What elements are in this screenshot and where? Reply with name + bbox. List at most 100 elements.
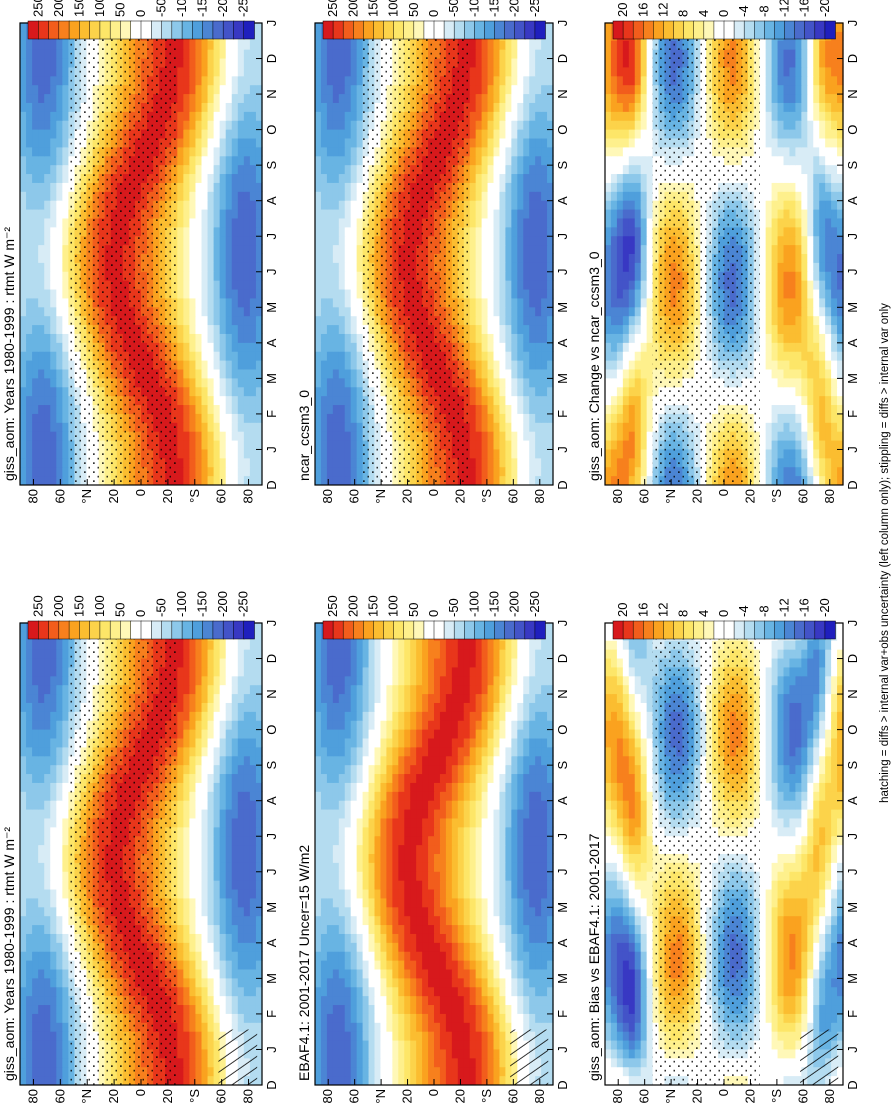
heat-cell <box>356 986 364 997</box>
heat-cell <box>38 693 45 703</box>
heat-cell <box>237 862 245 872</box>
heat-cell <box>541 844 548 854</box>
heat-cell <box>392 853 399 863</box>
heat-cell <box>428 764 435 775</box>
heat-cell <box>451 791 459 801</box>
heat-cell <box>386 862 393 872</box>
heat-cell <box>38 640 45 650</box>
heat-cell <box>243 844 251 854</box>
heat-cell <box>26 1057 33 1068</box>
heat-cell <box>398 800 405 810</box>
heat-cell <box>628 1066 636 1077</box>
heat-cell <box>428 1031 435 1041</box>
heat-cell <box>759 933 767 943</box>
heat-cell <box>38 657 45 668</box>
heat-cell <box>374 773 382 783</box>
heat-cell <box>610 1057 618 1068</box>
heat-cell <box>410 737 417 748</box>
heat-cell <box>368 808 376 819</box>
heat-cell <box>634 1048 642 1059</box>
heat-cell <box>344 888 352 899</box>
heat-cell <box>439 888 447 899</box>
heat-cell <box>481 933 489 943</box>
heat-cell <box>362 640 370 650</box>
heat-cell <box>243 711 251 721</box>
heat-cell <box>32 746 39 757</box>
heat-cell <box>201 711 209 721</box>
heat-cell <box>416 657 423 668</box>
heat-cell <box>225 1022 233 1032</box>
heat-cell <box>404 826 411 837</box>
heat-cell <box>457 1013 465 1023</box>
heat-cell <box>398 817 405 828</box>
heat-cell <box>237 888 245 899</box>
heat-cell <box>368 986 376 997</box>
heat-cell <box>837 1004 844 1014</box>
heat-cell <box>56 666 63 677</box>
heat-cell <box>386 693 393 703</box>
heat-cell <box>368 1039 376 1050</box>
heat-cell <box>243 888 251 899</box>
heat-cell <box>547 977 554 988</box>
heat-cell <box>392 1004 399 1014</box>
heat-cell <box>356 844 364 854</box>
heat-cell <box>434 1075 441 1085</box>
heat-cell <box>362 817 370 828</box>
heat-cell <box>434 649 441 659</box>
heat-cell <box>475 693 483 703</box>
heat-cell <box>380 729 388 739</box>
heat-cell <box>368 657 376 668</box>
heat-cell <box>445 853 453 863</box>
heat-cell <box>177 711 184 721</box>
heat-cell <box>481 755 489 766</box>
heat-cell <box>457 800 465 810</box>
heat-cell <box>26 977 33 988</box>
heat-cell <box>183 968 191 979</box>
heat-cell <box>481 1013 489 1023</box>
heat-cell <box>213 977 221 988</box>
heat-cell <box>457 853 465 863</box>
heat-cell <box>344 871 352 881</box>
heat-cell <box>439 1075 447 1085</box>
heat-cell <box>38 782 45 792</box>
heat-cell <box>529 924 536 934</box>
heat-cell <box>225 977 233 988</box>
heat-cell <box>177 835 184 846</box>
heat-cell <box>32 773 39 783</box>
heat-cell <box>26 915 33 926</box>
heat-cell <box>807 1022 814 1032</box>
heat-cell <box>237 960 245 970</box>
heat-cell <box>457 968 465 979</box>
heat-cell <box>386 897 393 908</box>
heat-cell <box>368 684 376 695</box>
heat-cell <box>469 1031 477 1041</box>
heat-cell <box>189 844 197 854</box>
heat-cell <box>326 684 334 695</box>
heat-cell <box>56 888 63 899</box>
heat-cell <box>62 826 69 837</box>
heat-cell <box>332 649 340 659</box>
heat-cell <box>428 1013 435 1023</box>
heat-cell <box>320 835 328 846</box>
heat-cell <box>219 764 227 775</box>
heat-cell <box>469 880 477 890</box>
heat-cell <box>511 1004 518 1014</box>
heat-cell <box>368 862 376 872</box>
heat-cell <box>517 800 524 810</box>
heat-cell <box>511 746 518 757</box>
heat-cell <box>535 835 542 846</box>
heat-cell <box>177 906 184 917</box>
heat-cell <box>398 960 405 970</box>
heat-cell <box>511 995 518 1006</box>
heat-cell <box>634 915 642 926</box>
heat-cell <box>380 755 388 766</box>
heat-cell <box>183 684 191 695</box>
heat-cell <box>451 1031 459 1041</box>
heat-cell <box>44 666 51 677</box>
heat-cell <box>505 1004 512 1014</box>
heat-cell <box>332 755 340 766</box>
heat-cell <box>517 1013 524 1023</box>
heat-cell <box>493 817 501 828</box>
heat-cell <box>20 1048 27 1059</box>
heat-cell <box>380 1031 388 1041</box>
